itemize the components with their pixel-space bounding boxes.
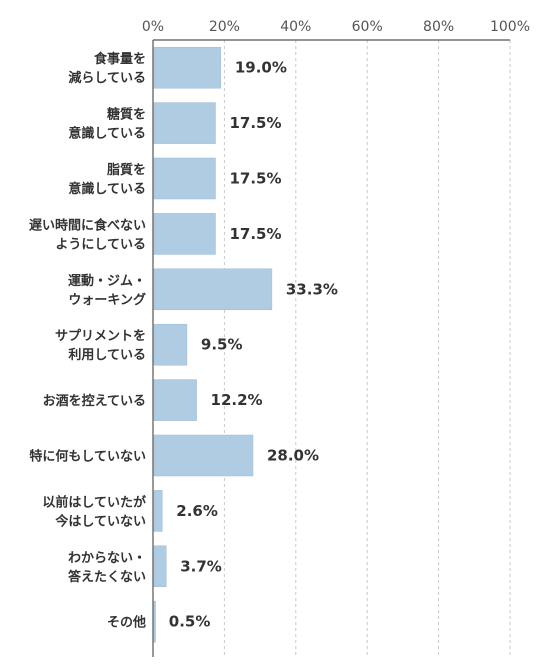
category-label: その他 [107,615,146,631]
bar [153,490,163,532]
x-tick-label: 40% [280,19,311,35]
x-axis-ticks: 0% 20% 40% 60% 80% 100% [142,19,530,35]
value-labels: 19.0% 17.5% 17.5% 17.5% 33.3% 9.5% 12.2% 28.0% 2… [169,59,338,631]
category-label: 遅い時間に食べないようにしている [29,217,146,252]
category-label: お酒を控えている [43,393,146,409]
category-label: 脂質を意識している [68,162,146,197]
axes [152,39,510,657]
bar [153,600,156,643]
bar [153,379,197,421]
x-tick-label: 20% [209,19,240,35]
data-label: 3.7% [180,557,222,575]
bar [153,268,273,311]
bar [153,434,254,477]
data-label: 0.5% [169,613,211,631]
bar [153,157,216,200]
category-label: 食事量を減らしている [68,51,146,86]
category-label: 以前はしていたが今はしていない [42,494,146,529]
x-tick-label: 100% [490,19,530,35]
category-label: 運動・ジム・ウォーキング [68,273,146,308]
data-label: 2.6% [176,502,218,520]
x-tick-label: 60% [352,19,383,35]
bar [153,323,188,366]
category-labels: 食事量を減らしている糖質を意識している脂質を意識している遅い時間に食べないように… [29,51,146,631]
data-label: 19.0% [235,59,287,77]
category-label: わからない・答えたくない [68,551,146,585]
category-label: 糖質を意識している [68,107,146,142]
data-label: 9.5% [201,336,243,354]
category-label: サプリメントを利用している [55,329,146,363]
x-tick-label: 80% [423,19,454,35]
data-label: 17.5% [229,225,281,243]
category-label: 特に何もしていない [29,449,146,465]
bar [153,545,167,588]
bar [153,46,222,89]
grid-lines [223,40,511,657]
data-label: 28.0% [267,447,319,465]
bar [153,102,216,144]
bar [153,213,216,255]
x-tick-label: 0% [142,19,164,35]
data-label: 12.2% [211,391,263,409]
data-label: 17.5% [229,170,281,188]
data-label: 33.3% [286,280,338,298]
bars [153,46,273,643]
data-label: 17.5% [229,114,281,132]
